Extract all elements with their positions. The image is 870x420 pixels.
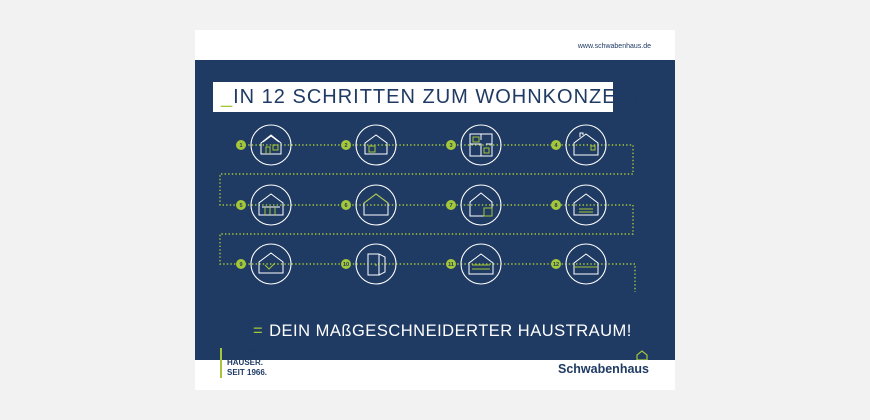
result-text: DEIN MAßGESCHNEIDERTER HAUSTRAUM! [269,322,632,340]
step-9: 9 [236,243,292,285]
step-4-badge [551,140,561,150]
house-icon [260,134,282,155]
title-text: IN 12 SCHRITTEN ZUM WOHNKONZEPT [233,85,645,108]
step-6-badge [341,200,351,210]
step-3: 3 [446,124,502,166]
step-5-badge [236,200,246,210]
houses-logo-icon [617,350,648,360]
steps-flow-diagram: 1 2 3 [219,124,636,292]
step-10-circle [355,243,397,285]
slogan-line-3: SEIT 1966. [227,368,268,377]
step-2-circle [355,124,397,166]
slogan-line-2: HÄUSER. [227,358,264,367]
step-11-number: 11 [448,262,454,268]
step-9-number: 9 [239,262,242,268]
step-5-number: 5 [239,203,242,209]
step-3-badge [446,140,456,150]
step-1-badge [236,140,246,150]
step-1-number: 1 [239,143,242,149]
slogan: STARKE HÄUSER. SEIT 1966. [220,348,267,378]
step-10-badge [341,259,351,269]
step-8-badge [551,200,561,210]
result-headline: = DEIN MAßGESCHNEIDERTER HAUSTRAUM! [253,322,632,341]
step-10: 10 [341,243,397,285]
brand-name: Schwabenhaus [558,362,649,376]
house-icon [468,253,494,275]
poster: www.schwabenhaus.de _IN 12 SCHRITTEN ZUM… [195,30,675,390]
step-11-circle [460,243,502,285]
step-11-badge [446,259,456,269]
house-icon [363,193,389,216]
step-12-badge [551,259,561,269]
step-12: 12 [551,243,607,285]
step-1: 1 [236,124,292,166]
step-8-circle [565,184,607,226]
door-icon [367,253,386,276]
step-12-number: 12 [553,262,559,268]
step-6-number: 6 [344,203,347,209]
equals-sign: = [253,322,264,340]
slogan-line-1: STARKE [227,348,260,357]
step-2: 2 [341,124,397,166]
step-11: 11 [446,243,502,285]
step-2-number: 2 [344,143,347,149]
step-7-badge [446,200,456,210]
step-3-number: 3 [449,143,452,149]
page-title: _IN 12 SCHRITTEN ZUM WOHNKONZEPT [213,86,644,109]
step-6: 6 [341,184,397,226]
floor-plan-icon [469,133,493,157]
step-4-circle [565,124,607,166]
step-4: 4 [551,124,607,166]
step-6-circle [355,184,397,226]
step-5: 5 [236,184,292,226]
house-icon [258,252,284,274]
title-box: _IN 12 SCHRITTEN ZUM WOHNKONZEPT [213,82,643,112]
step-9-badge [236,259,246,269]
house-icon [364,134,388,155]
step-4-number: 4 [554,143,558,149]
step-9-circle [250,243,292,285]
step-1-circle [250,124,292,166]
brand-logo[interactable]: Schwabenhaus [558,350,649,376]
step-12-circle [565,243,607,285]
step-2-badge [341,140,351,150]
house-icon [573,193,599,216]
title-prefix: _ [221,85,234,108]
steps-panel: _IN 12 SCHRITTEN ZUM WOHNKONZEPT 1 [195,60,675,360]
website-url[interactable]: www.schwabenhaus.de [577,43,651,50]
house-icon [573,253,599,275]
step-3-circle [460,124,502,166]
step-7: 7 [446,184,502,226]
house-icon [469,192,493,217]
step-7-number: 7 [449,203,452,209]
house-icon [258,193,284,216]
step-8-number: 8 [554,203,557,209]
step-5-circle [250,184,292,226]
step-7-circle [460,184,502,226]
step-8: 8 [551,184,607,226]
step-10-number: 10 [343,262,349,268]
house-icon [573,132,599,156]
flow-path [219,144,636,292]
